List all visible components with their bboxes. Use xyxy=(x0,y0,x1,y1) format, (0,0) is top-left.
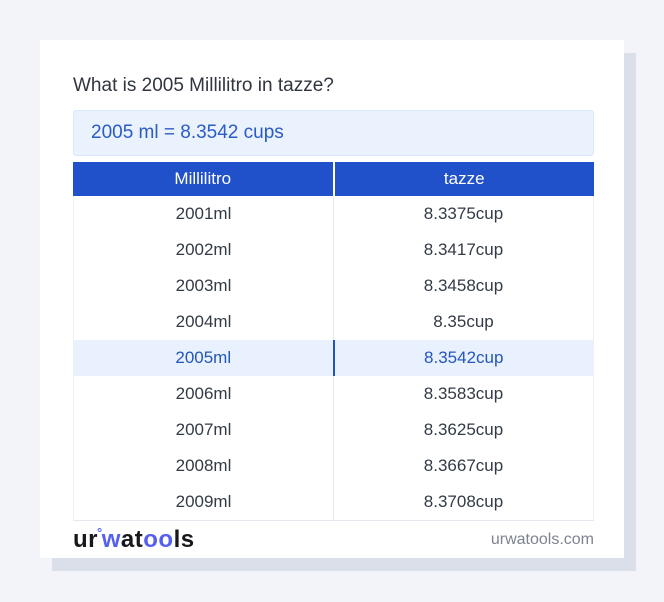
table-row: 2002ml 8.3417cup xyxy=(74,232,593,268)
conversion-table: Millilitro tazze 2001ml 8.3375cup 2002ml 8.… xyxy=(73,162,594,521)
logo-segment: ls xyxy=(173,525,195,553)
logo-segment: t xyxy=(134,525,144,553)
cup-cell: 8.35cup xyxy=(433,312,494,331)
site-domain: urwatools.com xyxy=(490,530,594,548)
cup-cell: 8.3458cup xyxy=(423,276,504,295)
ml-cell: 2007ml xyxy=(74,412,334,448)
table-header-row: Millilitro tazze xyxy=(73,162,594,196)
cup-cell: 8.3417cup xyxy=(423,240,504,259)
logo-segment: a xyxy=(120,525,135,553)
urwatools-logo: ur ° w a t oo ls xyxy=(73,525,195,554)
cup-cell: 8.3583cup xyxy=(423,384,504,403)
page-title: What is 2005 Millilitro in tazze? xyxy=(73,75,334,96)
table-row: 2006ml 8.3583cup xyxy=(74,376,593,412)
card-footer: ur ° w a t oo ls urwatools.com xyxy=(73,521,594,558)
table-row: 2003ml 8.3458cup xyxy=(74,268,593,304)
logo-segment: ° xyxy=(97,525,103,540)
table-header-millilitro: Millilitro xyxy=(73,162,335,196)
cup-cell: 8.3542cup xyxy=(424,348,504,367)
cup-cell: 8.3708cup xyxy=(423,492,504,511)
table-row: 2009ml 8.3708cup xyxy=(74,484,593,520)
cup-cell: 8.3667cup xyxy=(423,456,504,475)
cup-cell: 8.3625cup xyxy=(423,420,504,439)
ml-cell: 2006ml xyxy=(74,376,334,412)
table-body: 2001ml 8.3375cup 2002ml 8.3417cup 2003ml 8.34… xyxy=(73,196,594,521)
ml-cell: 2001ml xyxy=(74,196,334,232)
ml-cell: 2003ml xyxy=(74,268,334,304)
result-panel: 2005 ml = 8.3542 cups xyxy=(73,110,594,156)
table-row: 2004ml 8.35cup xyxy=(74,304,593,340)
ml-cell: 2005ml xyxy=(74,340,335,376)
ml-cell: 2008ml xyxy=(74,448,334,484)
table-row: 2005ml 8.3542cup xyxy=(74,340,593,376)
table-row: 2008ml 8.3667cup xyxy=(74,448,593,484)
ml-cell: 2004ml xyxy=(74,304,334,340)
table-row: 2001ml 8.3375cup xyxy=(74,196,593,232)
logo-segment: oo xyxy=(143,525,174,553)
ml-cell: 2009ml xyxy=(74,484,334,520)
ml-cell: 2002ml xyxy=(74,232,334,268)
table-row: 2007ml 8.3625cup xyxy=(74,412,593,448)
result-text: 2005 ml = 8.3542 cups xyxy=(91,122,284,143)
cup-cell: 8.3375cup xyxy=(423,204,504,223)
converter-card: What is 2005 Millilitro in tazze? 2005 m… xyxy=(40,40,624,558)
table-header-tazze: tazze xyxy=(443,169,485,188)
logo-segment: ur xyxy=(73,525,98,553)
logo-segment: w xyxy=(101,525,121,553)
